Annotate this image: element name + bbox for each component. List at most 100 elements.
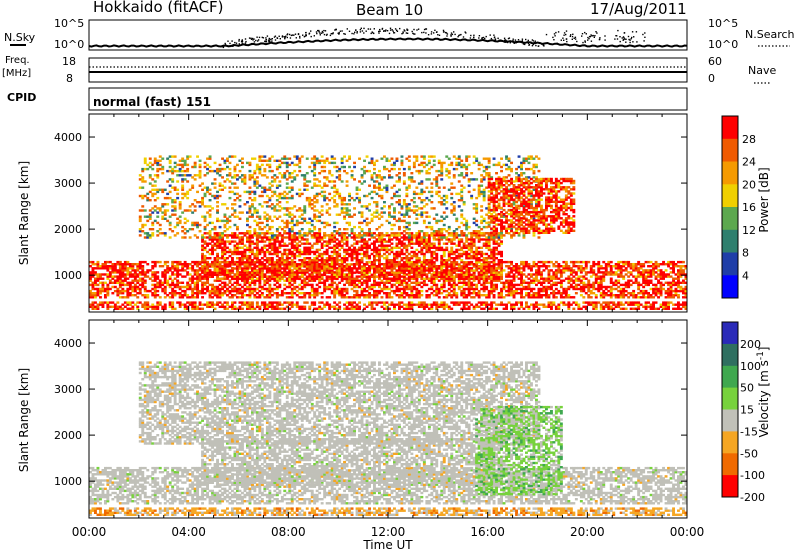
heatmap-cell: [213, 292, 217, 295]
noise-search-point: [281, 36, 284, 38]
heatmap-cell: [201, 248, 204, 252]
heatmap-cell: [597, 287, 601, 291]
noise-search-point: [360, 27, 362, 29]
noise-search-point: [430, 31, 433, 33]
heatmap-cell: [116, 279, 120, 282]
heatmap-cell: [407, 261, 411, 264]
heatmap-cell: [644, 277, 648, 280]
heatmap-cell: [123, 263, 127, 266]
heatmap-cell: [447, 294, 451, 297]
heatmap-cell: [268, 242, 272, 245]
noise-search-point: [589, 35, 591, 38]
heatmap-cell: [654, 285, 658, 289]
heatmap-cell: [390, 279, 394, 282]
heatmap-cell: [582, 277, 586, 280]
heatmap-cell: [684, 292, 688, 295]
heatmap-cell: [91, 281, 95, 284]
heatmap-cell: [251, 267, 254, 270]
heatmap-cell: [622, 287, 626, 291]
heatmap-cell: [270, 257, 274, 260]
heatmap-cell: [166, 209, 170, 212]
heatmap-cell: [380, 267, 384, 270]
heatmap-cell: [216, 242, 219, 245]
heatmap-cell: [395, 287, 399, 291]
heatmap-cell: [176, 273, 180, 276]
heatmap-cell: [143, 167, 147, 171]
noise-search-point: [473, 34, 475, 36]
heatmap-cell: [442, 265, 446, 268]
heatmap-cell: [467, 238, 471, 241]
heatmap-cell: [288, 248, 292, 252]
heatmap-cell: [283, 267, 287, 270]
heatmap-cell: [181, 267, 185, 270]
heatmap-cell: [442, 242, 446, 245]
heatmap-cell: [657, 281, 660, 284]
heatmap-cell: [450, 267, 454, 270]
heatmap-cell: [415, 265, 419, 268]
heatmap-cell: [422, 267, 426, 270]
heatmap-cell: [430, 252, 434, 256]
heatmap-cell: [118, 283, 122, 287]
heatmap-cell: [612, 281, 616, 284]
heatmap-cell: [472, 238, 476, 241]
heatmap-cell: [599, 265, 603, 268]
heatmap-cell: [410, 236, 414, 239]
heatmap-cell: [158, 167, 162, 171]
heatmap-cell: [196, 273, 199, 276]
heatmap-cell: [295, 265, 299, 268]
heatmap-cell: [168, 292, 172, 295]
heatmap-cell: [158, 296, 162, 299]
heatmap-cell: [500, 273, 503, 276]
heatmap-cell: [542, 279, 546, 282]
heatmap-cell: [275, 294, 279, 297]
heatmap-cell: [303, 238, 307, 241]
heatmap-cell: [201, 259, 204, 262]
heatmap-cell: [131, 281, 135, 284]
heatmap-cell: [442, 260, 446, 264]
heatmap-cell: [290, 271, 294, 274]
heatmap-cell: [333, 246, 337, 249]
heatmap-cell: [422, 232, 426, 235]
heatmap-cell: [427, 240, 431, 243]
heatmap-cell: [562, 289, 566, 293]
heatmap-cell: [400, 240, 404, 243]
heatmap-cell: [203, 273, 207, 276]
heatmap-cell: [669, 260, 673, 264]
heatmap-cell: [360, 259, 364, 262]
heatmap-cell: [315, 242, 319, 245]
noise-search-point: [576, 40, 578, 43]
heatmap-cell: [487, 242, 491, 245]
heatmap-cell: [457, 269, 461, 272]
heatmap-cell: [133, 283, 137, 287]
heatmap-cell: [552, 263, 556, 266]
heatmap-cell: [196, 294, 199, 297]
heatmap-cell: [522, 279, 526, 282]
heatmap-cell: [592, 260, 596, 264]
heatmap-cell: [400, 281, 404, 284]
heatmap-cell: [385, 271, 389, 274]
heatmap-cell: [323, 279, 327, 282]
heatmap-cell: [273, 269, 277, 272]
heatmap-cell: [427, 287, 431, 291]
heatmap-cell: [166, 192, 170, 196]
heatmap-cell: [657, 279, 660, 282]
heatmap-cell: [218, 238, 222, 241]
heatmap-cell: [527, 285, 531, 289]
heatmap-cell: [104, 260, 107, 264]
heatmap-cell: [166, 265, 170, 268]
heatmap-cell: [435, 234, 439, 237]
heatmap-cell: [280, 292, 284, 295]
heatmap-cell: [233, 281, 237, 284]
heatmap-cell: [649, 296, 653, 299]
heatmap-cell: [226, 271, 229, 274]
heatmap-cell: [208, 242, 212, 245]
heatmap-cell: [258, 277, 262, 280]
heatmap-cell: [520, 294, 523, 297]
heatmap-cell: [398, 269, 401, 272]
heatmap-cell: [525, 292, 528, 295]
noise-search-point: [453, 31, 455, 33]
heatmap-cell: [577, 279, 581, 282]
heatmap-cell: [186, 267, 190, 270]
heatmap-cell: [427, 236, 431, 239]
heatmap-cell: [146, 294, 150, 297]
